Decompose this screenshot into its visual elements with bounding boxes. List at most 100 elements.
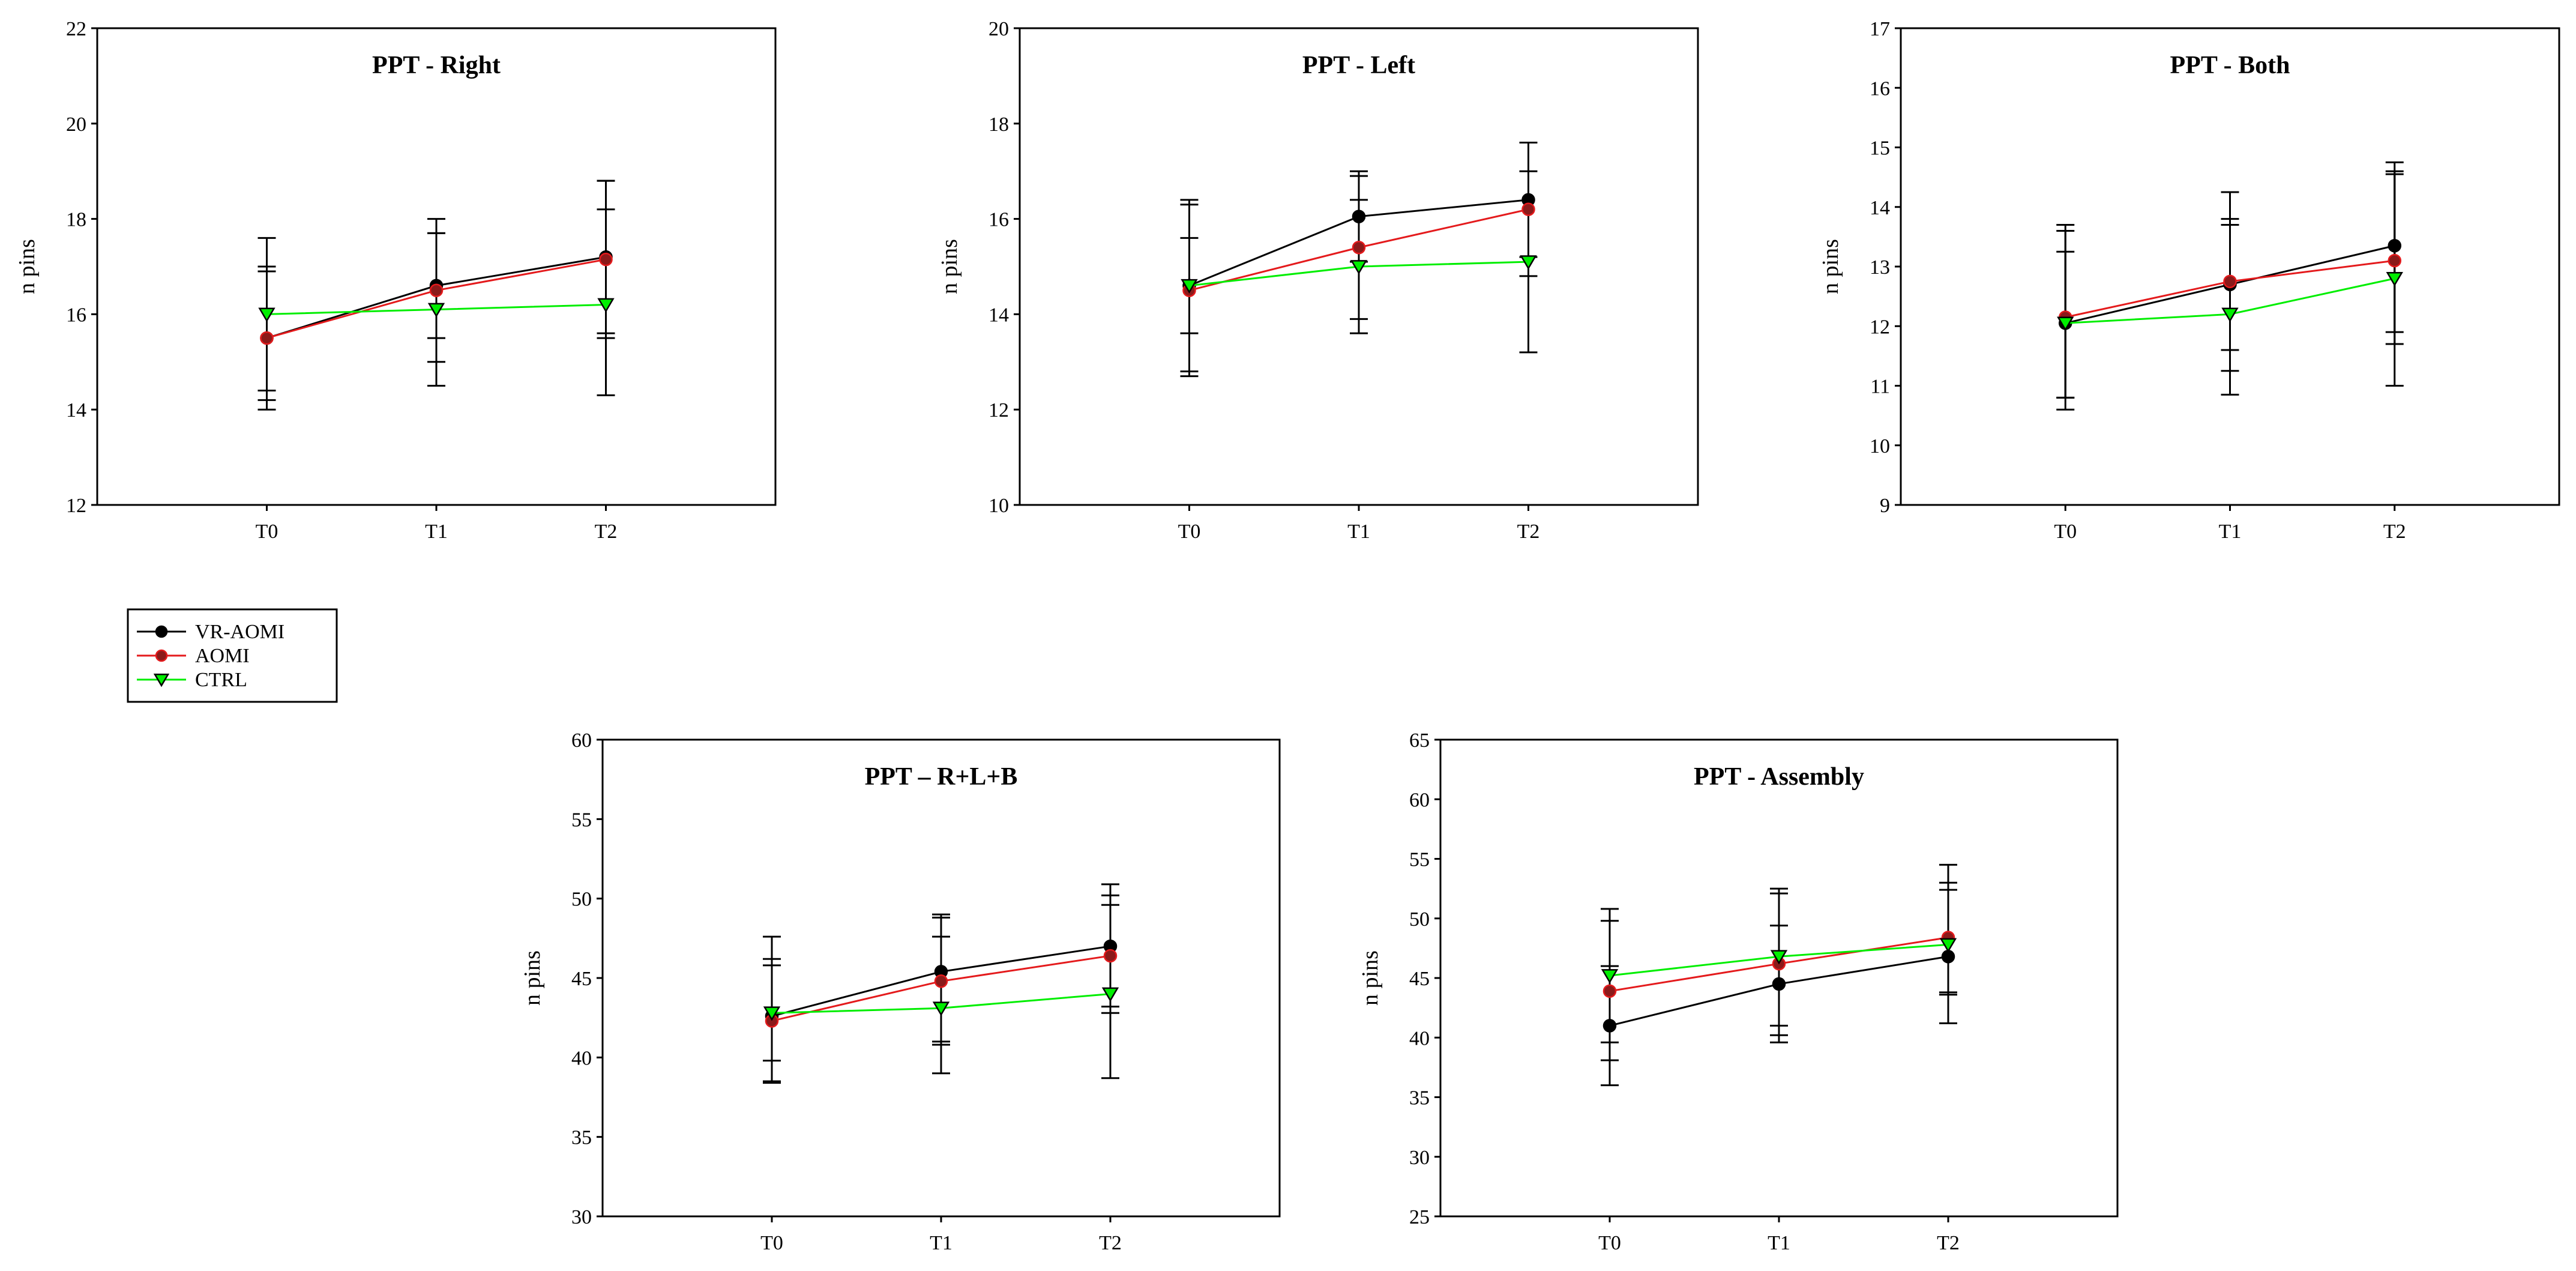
legend-label: VR-AOMI — [195, 621, 284, 643]
y-axis-label: n pins — [520, 950, 545, 1006]
data-point — [599, 252, 613, 267]
chart-title: PPT - Both — [2170, 52, 2290, 79]
data-point — [1352, 210, 1366, 223]
legend-marker — [155, 625, 168, 638]
data-point — [260, 331, 274, 345]
x-tick-label: T2 — [1099, 1232, 1122, 1254]
x-tick-label: T1 — [2219, 521, 2242, 543]
data-point — [2221, 307, 2239, 322]
legend-marker — [153, 673, 170, 687]
y-tick-label: 18 — [989, 113, 1009, 136]
legend-item: VR-AOMI — [137, 621, 284, 643]
chart-panel: 25 30 35 40 45 50 55 60 65 T0 T1 T2 PPT - Assembly n … — [1358, 729, 2119, 1254]
y-tick-label: 35 — [1409, 1087, 1430, 1109]
data-point — [1602, 1019, 1617, 1033]
y-tick-label: 20 — [66, 113, 86, 136]
y-tick-label: 12 — [1870, 316, 1890, 338]
chart-panel: 12 14 16 18 20 22 T0 T1 T2 PPT - Right n pins — [14, 18, 777, 543]
y-tick-label: 40 — [571, 1047, 592, 1069]
y-axis-label: n pins — [14, 239, 40, 294]
data-point — [2223, 274, 2237, 289]
y-tick-label: 14 — [66, 399, 86, 421]
x-tick-label: T1 — [1347, 521, 1370, 543]
y-tick-label: 20 — [989, 18, 1009, 40]
y-tick-label: 16 — [66, 304, 86, 326]
y-tick-label: 17 — [1870, 18, 1890, 40]
x-tick-label: T1 — [930, 1232, 952, 1254]
data-point — [1520, 255, 1537, 270]
y-tick-label: 10 — [1870, 435, 1890, 457]
legend-label: AOMI — [195, 645, 250, 667]
chart-panel: 9 10 11 12 13 14 15 16 17 T0 T1 T2 PPT - Both n pins — [1818, 18, 2560, 543]
data-point — [429, 283, 444, 297]
data-point — [2388, 253, 2401, 268]
data-point — [1772, 977, 1786, 991]
chart-panel: 30 35 40 45 50 55 60 T0 T1 T2 PPT – R+L+B n pins — [520, 729, 1281, 1254]
y-axis-label: n pins — [937, 239, 962, 294]
data-point — [2057, 316, 2074, 331]
data-point — [1350, 260, 1368, 275]
y-tick-label: 14 — [989, 304, 1009, 326]
data-point — [427, 303, 445, 318]
y-tick-label: 12 — [989, 399, 1009, 421]
x-tick-label: T2 — [595, 521, 618, 543]
y-tick-label: 10 — [989, 495, 1009, 517]
y-tick-label: 25 — [1409, 1206, 1430, 1228]
y-tick-label: 50 — [571, 889, 592, 911]
y-tick-label: 30 — [571, 1206, 592, 1228]
y-tick-label: 45 — [1409, 968, 1430, 990]
x-tick-label: T0 — [760, 1232, 783, 1254]
y-tick-label: 30 — [1409, 1147, 1430, 1169]
data-point — [597, 298, 615, 313]
data-point — [932, 1001, 950, 1016]
y-tick-label: 22 — [66, 18, 86, 40]
legend-item: CTRL — [137, 669, 247, 691]
y-tick-label: 15 — [1870, 137, 1890, 160]
chart-title: PPT – R+L+B — [865, 763, 1018, 791]
data-point — [1939, 938, 1957, 953]
data-point — [763, 1006, 781, 1021]
y-tick-label: 16 — [1870, 77, 1890, 100]
y-tick-label: 18 — [66, 209, 86, 231]
y-tick-label: 55 — [571, 809, 592, 831]
x-tick-label: T0 — [2054, 521, 2077, 543]
data-point — [934, 974, 948, 988]
y-tick-label: 40 — [1409, 1027, 1430, 1049]
x-tick-label: T2 — [1937, 1232, 1960, 1254]
chart-title: PPT - Right — [372, 52, 501, 79]
chart-panel: 10 12 14 16 18 20 T0 T1 T2 PPT - Left n pins — [937, 18, 1699, 543]
data-point — [1352, 240, 1366, 255]
y-tick-label: 60 — [571, 729, 592, 752]
y-tick-label: 50 — [1409, 908, 1430, 931]
data-point — [1602, 984, 1617, 998]
data-point — [1181, 279, 1198, 294]
chart-title: PPT - Assembly — [1694, 763, 1864, 791]
data-point — [1103, 949, 1118, 963]
y-tick-label: 16 — [989, 209, 1009, 231]
y-axis-label: n pins — [1818, 239, 1843, 294]
y-tick-label: 55 — [1409, 849, 1430, 871]
y-tick-label: 35 — [571, 1127, 592, 1149]
x-tick-label: T0 — [1598, 1232, 1621, 1254]
data-point — [1521, 202, 1535, 216]
y-tick-label: 13 — [1870, 256, 1890, 279]
chart-title: PPT - Left — [1302, 52, 1415, 79]
legend-marker — [155, 649, 168, 662]
data-point — [2386, 272, 2403, 287]
x-tick-label: T1 — [425, 521, 448, 543]
x-tick-label: T1 — [1768, 1232, 1790, 1254]
data-point — [1770, 950, 1788, 965]
x-tick-label: T2 — [2383, 521, 2406, 543]
y-tick-label: 45 — [571, 968, 592, 990]
x-tick-label: T0 — [256, 521, 278, 543]
y-tick-label: 11 — [1870, 376, 1890, 398]
legend-label: CTRL — [195, 669, 247, 691]
data-point — [1101, 987, 1119, 1002]
y-tick-label: 12 — [66, 495, 86, 517]
y-tick-label: 9 — [1880, 495, 1890, 517]
x-tick-label: T2 — [1517, 521, 1540, 543]
y-axis-label: n pins — [1358, 950, 1383, 1006]
x-tick-label: T0 — [1178, 521, 1201, 543]
